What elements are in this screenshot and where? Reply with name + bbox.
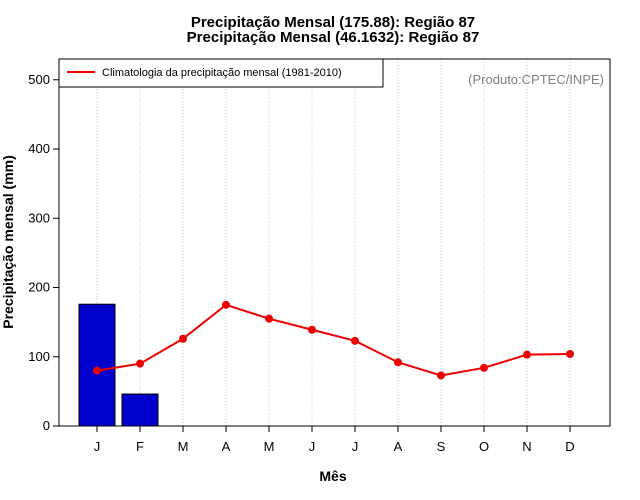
climatology-point (351, 336, 359, 345)
x-tick-label: A (394, 439, 403, 454)
x-tick-label: J (309, 439, 316, 454)
legend-box (58, 58, 384, 88)
y-tick-label: 100 (28, 349, 50, 364)
chart-title-line-2: Precipitação Mensal (46.1632): Região 87 (187, 29, 480, 46)
bar-J (78, 303, 116, 427)
y-tick-label: 500 (28, 72, 50, 87)
x-tick-label: D (565, 439, 574, 454)
bar-series (78, 303, 159, 427)
climatology-point (179, 334, 187, 343)
y-axis: 0 100 200 300 400 500 (28, 72, 60, 433)
climatology-point (523, 350, 531, 359)
x-tick-label: F (136, 439, 144, 454)
climatology-point (93, 366, 101, 375)
x-tick-label: O (479, 439, 489, 454)
y-tick-label: 0 (43, 418, 50, 433)
x-tick-label: J (352, 439, 359, 454)
y-tick-label: 300 (28, 210, 50, 225)
x-tick-label: S (437, 439, 446, 454)
climatology-point (308, 325, 316, 334)
product-credit: (Produto:CPTEC/INPE) (468, 72, 604, 87)
climatology-point (136, 359, 144, 368)
y-tick-label: 200 (28, 280, 50, 295)
chart-title-line-1: Precipitação Mensal (175.88): Região 87 (191, 14, 475, 31)
x-tick-label: J (94, 439, 101, 454)
legend-label: Climatologia da precipitação mensal (198… (102, 67, 342, 79)
vertical-gridlines (96, 59, 571, 426)
climatology-point (222, 300, 230, 309)
x-tick-label: N (522, 439, 531, 454)
y-tick-label: 400 (28, 141, 50, 156)
climatology-point (566, 349, 574, 358)
x-tick-label: A (222, 439, 231, 454)
climatology-line (96, 303, 571, 377)
climatology-point (480, 363, 488, 372)
x-tick-label: M (264, 439, 275, 454)
x-tick-label: M (178, 439, 189, 454)
climatology-point (394, 358, 402, 367)
x-axis-label: Mês (319, 468, 346, 484)
climatology-line-series (93, 300, 574, 380)
climatology-point (265, 314, 273, 323)
legend: Climatologia da precipitação mensal (198… (58, 58, 384, 88)
y-axis-label: Precipitação mensal (mm) (0, 155, 16, 329)
climatology-point (437, 371, 445, 380)
bar-F (121, 393, 159, 427)
